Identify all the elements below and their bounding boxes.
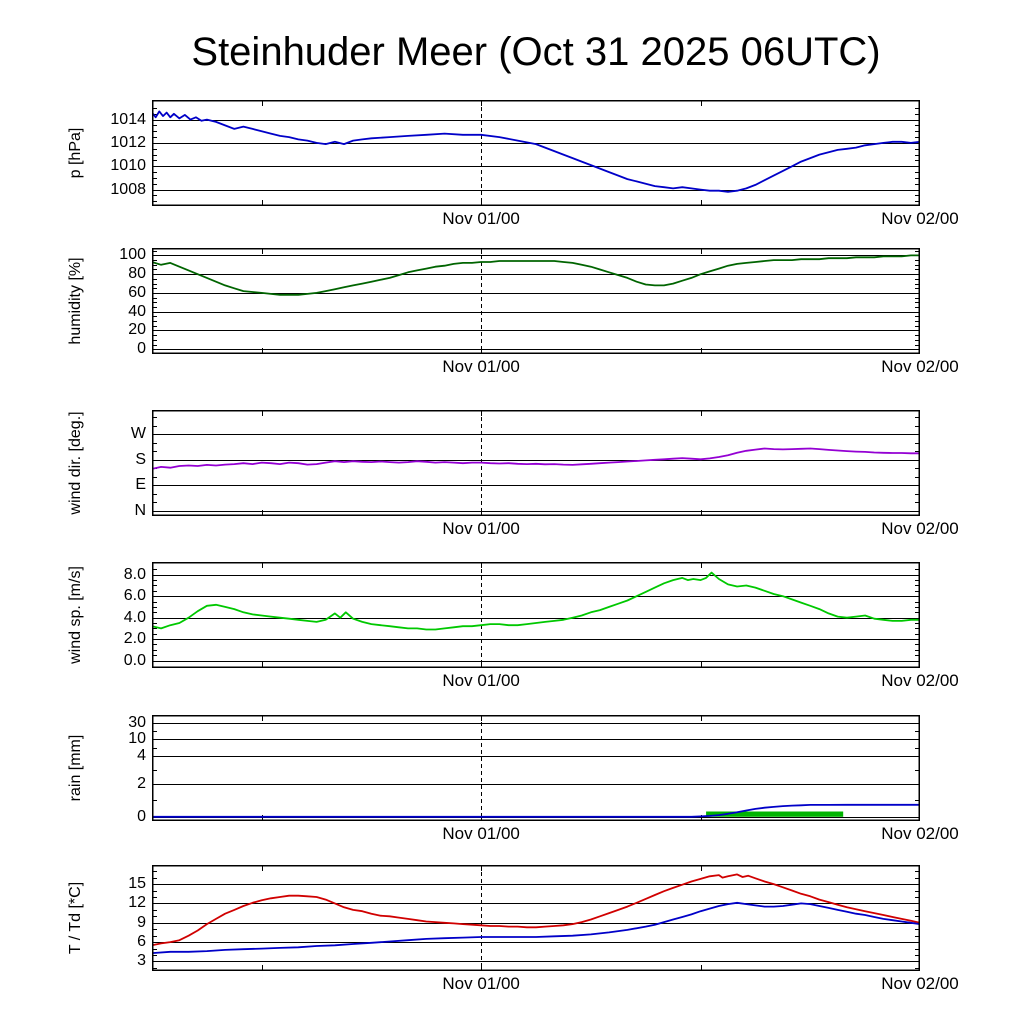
humidity-x-tick-label: Nov 02/00 <box>881 357 959 376</box>
humidity-y-tick-label: 20 <box>128 321 146 339</box>
wind-speed-y-tick-label: 0.0 <box>123 651 146 669</box>
pressure-x-tick-labels: Nov 01/00 Nov 02/00 <box>152 209 958 233</box>
wind-direction-y-tick-label: E <box>135 476 146 494</box>
humidity-y-tick-label: 60 <box>128 283 146 301</box>
humidity-x-tick-label: Nov 01/00 <box>442 357 520 376</box>
temperature-x-tick-labels: Nov 01/00 Nov 02/00 <box>152 974 958 998</box>
pressure-y-tick-label: 1012 <box>110 133 146 151</box>
wind-speed-x-tick-label: Nov 01/00 <box>442 671 520 690</box>
pressure-y-tick-label: 1014 <box>110 110 146 128</box>
chart-title: Steinhuder Meer (Oct 31 2025 06UTC) <box>191 30 881 74</box>
panel-humidity: humidity [%] 0 20 40 60 80 100 Nov 01/00 Nov 0… <box>0 246 1024 376</box>
pressure-y-tick-label: 1010 <box>110 157 146 175</box>
rain-y-tick-label: 2 <box>137 774 146 792</box>
rain-y-tick-label: 30 <box>128 713 146 731</box>
rain-y-tick-label: 0 <box>137 807 146 825</box>
wind-direction-x-tick-labels: Nov 01/00 Nov 02/00 <box>152 519 958 543</box>
pressure-x-tick-label: Nov 01/00 <box>442 209 520 228</box>
temperature-y-tick-label: 15 <box>128 875 146 893</box>
wind-speed-plot <box>152 562 920 668</box>
wind-speed-x-tick-labels: Nov 01/00 Nov 02/00 <box>152 671 958 695</box>
temperature-y-tick-label: 3 <box>137 952 146 970</box>
wind-direction-plot <box>152 410 920 516</box>
humidity-y-tick-label: 40 <box>128 302 146 320</box>
wind-direction-x-tick-label: Nov 01/00 <box>442 519 520 538</box>
humidity-plot <box>152 248 920 354</box>
wind-direction-y-tick-label: N <box>134 501 146 519</box>
rain-y-tick-labels: 0 2 4 10 30 <box>0 713 146 825</box>
rain-y-tick-label: 10 <box>128 730 146 748</box>
temperature-y-tick-label: 12 <box>128 894 146 912</box>
wind-speed-y-tick-label: 2.0 <box>123 630 146 648</box>
rain-x-tick-label: Nov 01/00 <box>442 824 520 843</box>
humidity-y-tick-label: 0 <box>137 340 146 358</box>
panel-rain: rain [mm] 0 2 4 10 30 Nov 01/00 Nov 02/00 <box>0 713 1024 843</box>
rain-plot <box>152 715 920 821</box>
panel-wind-speed: wind sp. [m/s] 0.0 2.0 4.0 6.0 8.0 Nov 01/00… <box>0 562 1024 690</box>
temperature-y-tick-label: 9 <box>137 913 146 931</box>
pressure-y-tick-labels: 1008 1010 1012 1014 <box>0 100 146 206</box>
wind-direction-y-tick-label: S <box>135 450 146 468</box>
pressure-plot <box>152 100 920 206</box>
temperature-plot <box>152 865 920 971</box>
pressure-y-tick-label: 1008 <box>110 180 146 198</box>
humidity-y-tick-label: 100 <box>119 246 146 264</box>
temperature-x-tick-label: Nov 02/00 <box>881 974 959 993</box>
temperature-y-tick-label: 6 <box>137 933 146 951</box>
wind-speed-x-tick-label: Nov 02/00 <box>881 671 959 690</box>
humidity-y-tick-label: 80 <box>128 265 146 283</box>
wind-speed-y-tick-label: 4.0 <box>123 608 146 626</box>
rain-y-tick-label: 4 <box>137 747 146 765</box>
pressure-x-tick-label: Nov 02/00 <box>881 209 959 228</box>
wind-speed-y-tick-label: 6.0 <box>123 587 146 605</box>
wind-direction-x-tick-label: Nov 02/00 <box>881 519 959 538</box>
panel-pressure: p [hPa] 1008 1010 1012 1014 Nov 01/00 Nov 02… <box>0 100 1024 228</box>
rain-x-tick-label: Nov 02/00 <box>881 824 959 843</box>
humidity-y-tick-labels: 0 20 40 60 80 100 <box>0 246 146 357</box>
wind-speed-y-tick-labels: 0.0 2.0 4.0 6.0 8.0 <box>0 562 146 669</box>
humidity-x-tick-labels: Nov 01/00 Nov 02/00 <box>152 357 958 381</box>
panel-temperature: T / Td [*C] 3 6 9 12 15 Nov 01/00 Nov 02/00 <box>0 865 1024 993</box>
temperature-x-tick-label: Nov 01/00 <box>442 974 520 993</box>
temperature-y-tick-labels: 3 6 9 12 15 <box>0 865 146 971</box>
wind-direction-y-tick-label: W <box>130 425 146 443</box>
rain-x-tick-labels: Nov 01/00 Nov 02/00 <box>152 824 958 848</box>
wind-speed-y-tick-label: 8.0 <box>123 565 146 583</box>
